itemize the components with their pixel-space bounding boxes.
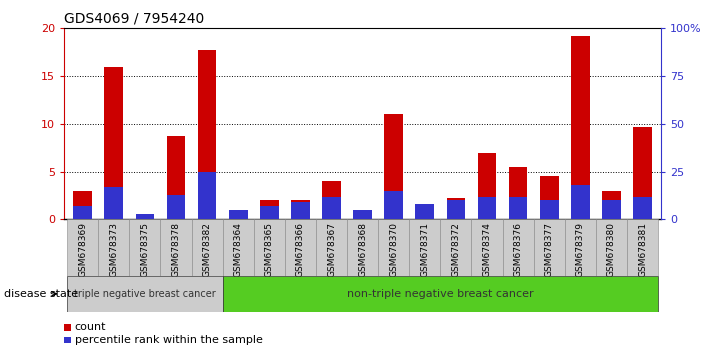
Text: GSM678371: GSM678371 [420,222,429,277]
Bar [602,200,621,219]
Text: GSM678374: GSM678374 [483,222,491,277]
FancyBboxPatch shape [471,219,503,276]
Bar [105,67,123,219]
Bar [571,36,589,219]
Bar [291,202,310,219]
FancyBboxPatch shape [596,219,627,276]
Text: GSM678381: GSM678381 [638,222,647,277]
Bar [353,210,372,219]
Bar [478,153,496,219]
Bar [509,167,528,219]
Text: GSM678366: GSM678366 [296,222,305,277]
Bar [105,187,123,219]
Bar [198,50,216,219]
Bar [260,200,279,219]
Bar [602,191,621,219]
Text: GSM678382: GSM678382 [203,222,212,277]
FancyBboxPatch shape [98,219,129,276]
Text: disease state: disease state [4,289,77,299]
Text: non-triple negative breast cancer: non-triple negative breast cancer [347,289,534,299]
Text: GSM678380: GSM678380 [607,222,616,277]
Bar [478,196,496,219]
Text: GSM678378: GSM678378 [171,222,181,277]
Bar [291,200,310,219]
Bar [634,127,652,219]
FancyBboxPatch shape [254,219,285,276]
Text: GSM678372: GSM678372 [451,222,461,277]
FancyBboxPatch shape [129,219,161,276]
Text: GSM678377: GSM678377 [545,222,554,277]
Text: percentile rank within the sample: percentile rank within the sample [75,335,262,345]
Bar [229,218,247,219]
Bar [634,196,652,219]
Text: GSM678365: GSM678365 [264,222,274,277]
FancyBboxPatch shape [503,219,534,276]
Bar [322,196,341,219]
Text: GDS4069 / 7954240: GDS4069 / 7954240 [64,12,204,26]
Bar [385,191,403,219]
FancyBboxPatch shape [67,276,223,312]
Bar [447,200,465,219]
Text: GSM678364: GSM678364 [234,222,242,277]
Bar [540,200,559,219]
Bar [229,210,247,219]
Bar [353,218,372,219]
Bar [415,204,434,219]
FancyBboxPatch shape [378,219,410,276]
Bar [260,206,279,219]
FancyBboxPatch shape [410,219,440,276]
Text: GSM678376: GSM678376 [513,222,523,277]
Text: GSM678367: GSM678367 [327,222,336,277]
Bar [415,204,434,219]
Bar [322,181,341,219]
Bar [571,185,589,219]
FancyBboxPatch shape [191,219,223,276]
Bar [136,214,154,219]
FancyBboxPatch shape [565,219,596,276]
Bar [166,195,186,219]
FancyBboxPatch shape [223,276,658,312]
Bar [509,196,528,219]
Text: GSM678375: GSM678375 [140,222,149,277]
FancyBboxPatch shape [67,219,98,276]
FancyBboxPatch shape [316,219,347,276]
Text: GSM678373: GSM678373 [109,222,118,277]
FancyBboxPatch shape [161,219,191,276]
Text: GSM678370: GSM678370 [389,222,398,277]
FancyBboxPatch shape [440,219,471,276]
FancyBboxPatch shape [347,219,378,276]
Bar [73,206,92,219]
Bar [166,136,186,219]
Text: GSM678369: GSM678369 [78,222,87,277]
Bar [73,191,92,219]
Text: count: count [75,322,106,332]
Text: triple negative breast cancer: triple negative breast cancer [74,289,215,299]
Text: GSM678379: GSM678379 [576,222,585,277]
Text: GSM678368: GSM678368 [358,222,367,277]
Bar [198,172,216,219]
Bar [447,199,465,219]
FancyBboxPatch shape [223,219,254,276]
Bar [540,176,559,219]
FancyBboxPatch shape [534,219,565,276]
FancyBboxPatch shape [285,219,316,276]
Bar [385,114,403,219]
FancyBboxPatch shape [627,219,658,276]
Bar [136,216,154,219]
